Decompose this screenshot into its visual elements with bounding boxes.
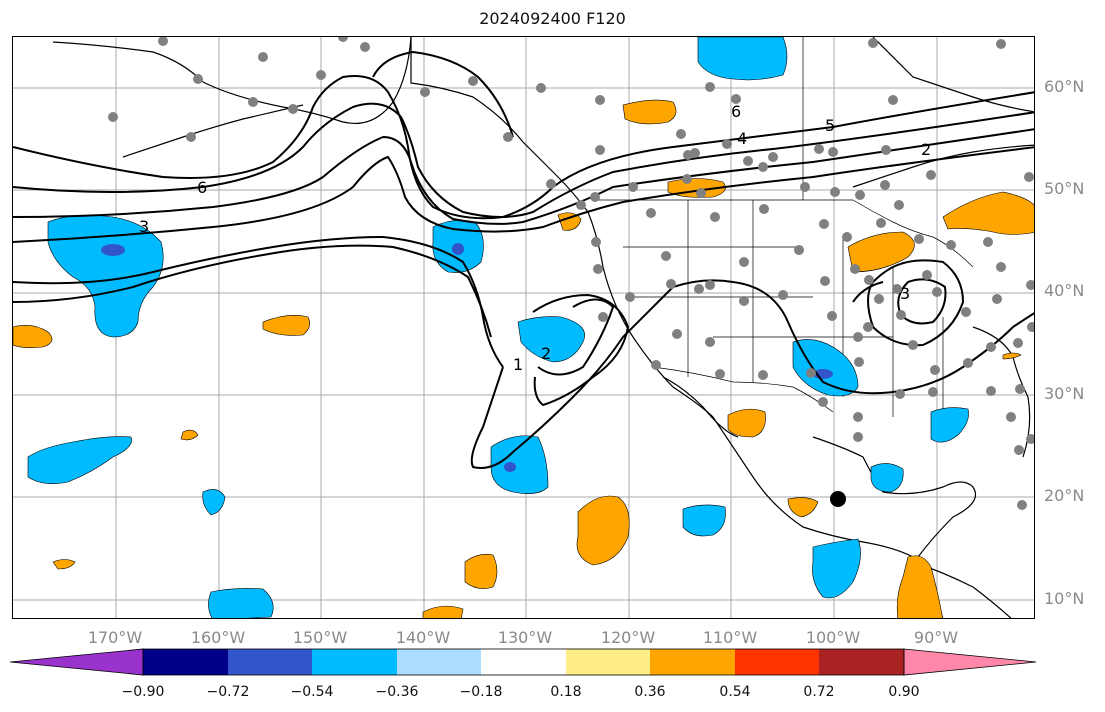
contour-label: 6 [197,178,207,197]
strong-negative-cores [101,243,833,472]
lon-label-170w: 170°W [87,628,143,647]
lon-label-90w: 90°W [913,628,959,647]
contour-lines [13,50,1034,469]
colorbar-segment [819,649,904,675]
colorbar-tick: −0.18 [459,684,503,700]
colorbar-tick: −0.54 [290,684,334,700]
colorbar-tick: 0.18 [550,684,582,700]
contour-label: 3 [139,217,149,236]
colorbar-segment [397,649,481,675]
colorbar-segment [10,648,144,676]
colorbar-tick: 0.90 [888,684,920,700]
colorbar-segment [143,649,228,675]
contour-label-group: 6 4 5 2 6 3 1 2 3 [139,102,931,374]
lat-label-40n: 40°N [1044,281,1085,300]
lat-label-60n: 60°N [1044,77,1085,96]
lat-label-50n: 50°N [1044,179,1085,198]
map-canvas: 6 4 5 2 6 3 1 2 3 [13,37,1034,618]
negative-anomalies [27,37,969,618]
contour-label: 4 [737,129,747,148]
colorbar-segment [566,649,650,675]
contour-label: 3 [900,284,910,303]
station-markers [108,37,1034,510]
colorbar-segment [735,649,819,675]
map-panel[interactable]: 6 4 5 2 6 3 1 2 3 [12,36,1035,619]
colorbar-segment [481,649,566,675]
lon-label-120w: 120°W [600,628,656,647]
political-borders [593,37,974,427]
lon-label-150w: 150°W [292,628,348,647]
colorbar-tick: 0.36 [634,684,666,700]
contour-label: 2 [541,344,551,363]
contour-label: 6 [731,102,741,121]
colorbar-tick: 0.72 [803,684,835,700]
lat-label-10n: 10°N [1044,589,1085,608]
colorbar-segment [312,649,397,675]
positive-anomalies [13,99,1034,618]
colorbar-segment [228,649,312,675]
colorbar-segment [650,649,735,675]
colorbar-tick: −0.90 [121,684,165,700]
lat-label-30n: 30°N [1044,384,1085,403]
lon-label-130w: 130°W [497,628,553,647]
lon-label-110w: 110°W [702,628,758,647]
colorbar-tick: −0.72 [206,684,250,700]
highlight-marker[interactable] [830,491,846,507]
colorbar-tick: −0.36 [375,684,419,700]
lat-label-20n: 20°N [1044,486,1085,505]
colorbar [10,648,1037,676]
lon-label-100w: 100°W [805,628,861,647]
contour-label: 5 [825,116,835,135]
lon-label-140w: 140°W [395,628,451,647]
contour-label: 2 [921,140,931,159]
figure-title: 2024092400 F120 [479,9,626,28]
contour-label: 1 [513,355,523,374]
colorbar-segment [903,648,1037,676]
colorbar-tick: 0.54 [719,684,751,700]
lon-label-160w: 160°W [190,628,246,647]
graticule [13,37,1034,618]
